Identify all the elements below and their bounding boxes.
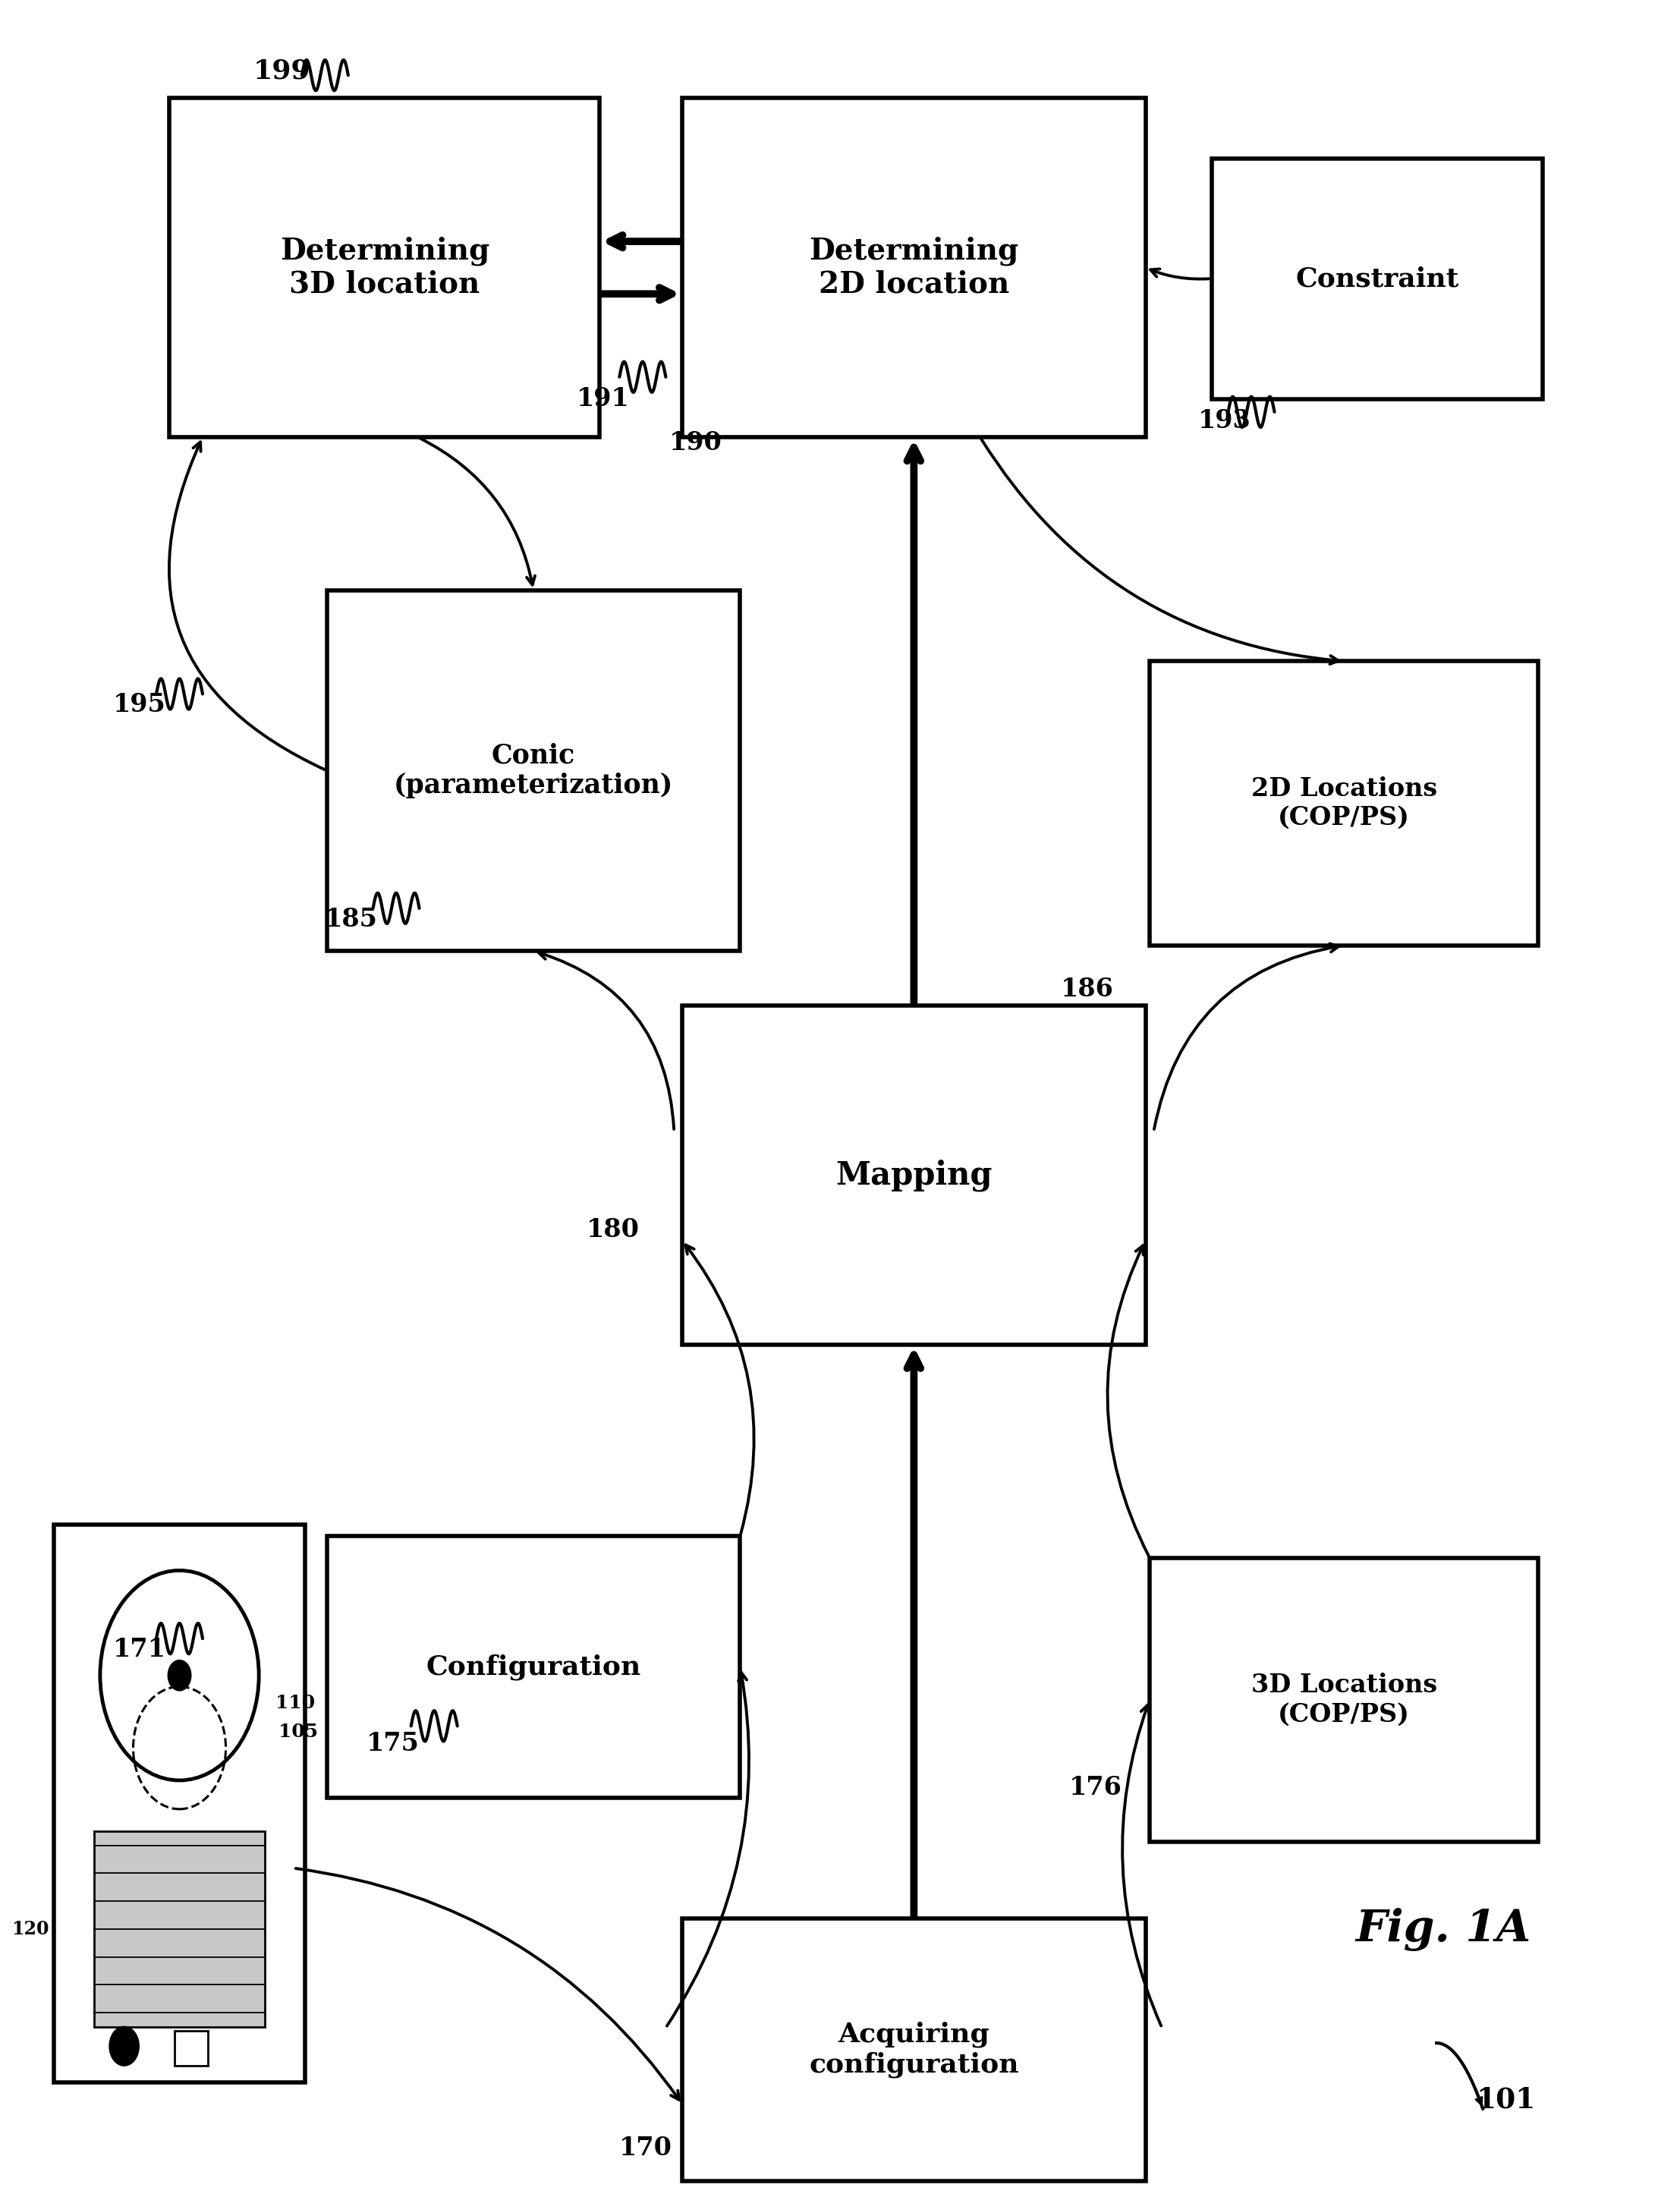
Text: 2D Locations
(COP/PS): 2D Locations (COP/PS) xyxy=(1252,776,1436,830)
FancyBboxPatch shape xyxy=(326,1536,741,1797)
Text: 190: 190 xyxy=(669,431,722,455)
Text: 171: 171 xyxy=(113,1637,166,1661)
Text: Constraint: Constraint xyxy=(1295,266,1458,292)
FancyBboxPatch shape xyxy=(682,99,1146,437)
Text: Mapping: Mapping xyxy=(835,1158,993,1191)
Text: 3D Locations
(COP/PS): 3D Locations (COP/PS) xyxy=(1252,1672,1436,1727)
Text: 170: 170 xyxy=(620,2135,672,2160)
FancyBboxPatch shape xyxy=(682,1918,1146,2182)
Text: 191: 191 xyxy=(576,387,630,411)
Circle shape xyxy=(109,2026,139,2065)
Text: 176: 176 xyxy=(1068,1775,1122,1799)
Text: Acquiring
configuration: Acquiring configuration xyxy=(810,2021,1018,2078)
FancyBboxPatch shape xyxy=(170,99,600,437)
Text: 110: 110 xyxy=(276,1694,314,1711)
Text: 180: 180 xyxy=(586,1217,640,1241)
Text: 193: 193 xyxy=(1198,409,1252,433)
Text: 186: 186 xyxy=(1062,978,1114,1002)
Text: Conic
(parameterization): Conic (parameterization) xyxy=(393,743,674,798)
FancyBboxPatch shape xyxy=(682,1006,1146,1345)
Text: 101: 101 xyxy=(1477,2085,1536,2114)
Text: 199: 199 xyxy=(254,57,311,83)
Text: 195: 195 xyxy=(113,692,166,718)
FancyBboxPatch shape xyxy=(1149,661,1539,945)
Text: Determining
2D location: Determining 2D location xyxy=(810,237,1018,299)
Text: 185: 185 xyxy=(324,907,378,932)
FancyBboxPatch shape xyxy=(1211,158,1542,400)
Circle shape xyxy=(168,1661,192,1692)
FancyBboxPatch shape xyxy=(94,1832,265,2026)
FancyBboxPatch shape xyxy=(326,591,741,951)
Text: 175: 175 xyxy=(366,1731,420,1755)
FancyBboxPatch shape xyxy=(1149,1558,1539,1841)
Text: Determining
3D location: Determining 3D location xyxy=(281,237,489,299)
Text: Fig. 1A: Fig. 1A xyxy=(1356,1907,1530,1951)
Text: 120: 120 xyxy=(12,1920,49,1938)
Text: 105: 105 xyxy=(279,1722,318,1740)
Text: Configuration: Configuration xyxy=(427,1654,642,1681)
FancyBboxPatch shape xyxy=(54,1525,306,2083)
